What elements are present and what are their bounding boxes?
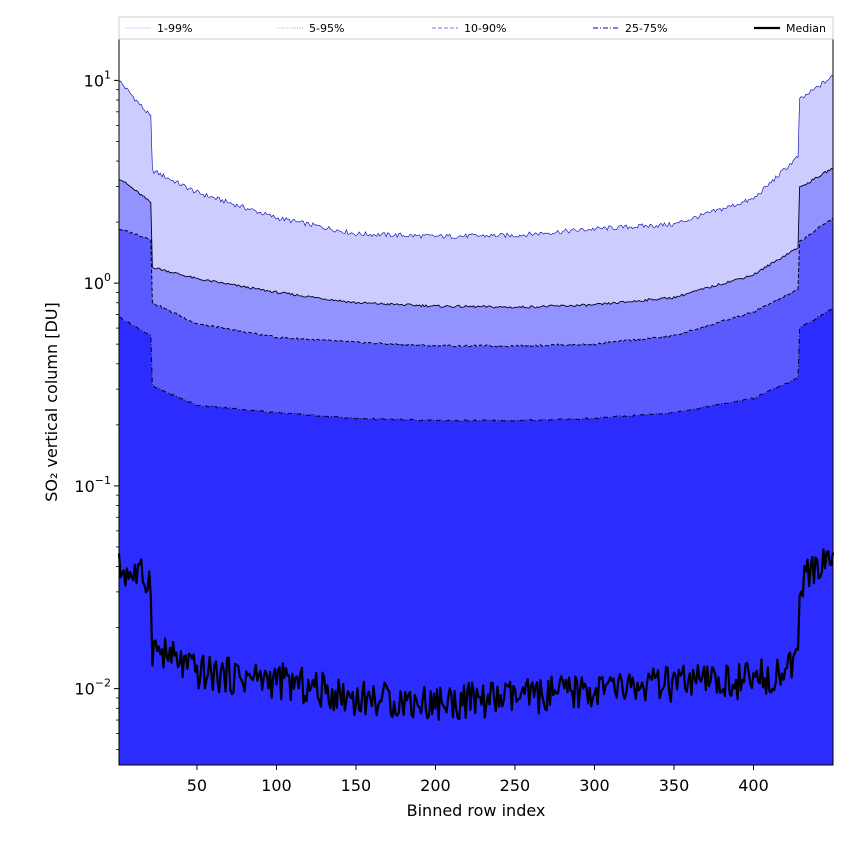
x-tick-label: 200 — [420, 776, 451, 795]
axes-layer: 50 100 150 200 250 300 350 400 10−2 10−1 100 101 — [74, 38, 834, 795]
legend: 1-99% 5-95% 10-90% 25-75% Median — [118, 16, 834, 40]
band-25-75pct — [119, 309, 833, 765]
bands-layer — [118, 75, 834, 765]
percentile-line-p95 — [118, 168, 834, 309]
percentile-line-p90 — [118, 217, 834, 348]
median-line — [117, 548, 835, 721]
x-tick-label: 250 — [500, 776, 531, 795]
x-tick-label: 350 — [659, 776, 690, 795]
legend-label: 5-95% — [309, 22, 344, 35]
legend-label: 1-99% — [157, 22, 192, 35]
legend-label: 10-90% — [464, 22, 506, 35]
band-5-95pct — [119, 168, 833, 347]
y-tick-label: 101 — [84, 68, 111, 90]
y-tick-label: 100 — [84, 271, 111, 293]
band-1-99pct — [119, 75, 833, 309]
legend-label: Median — [786, 22, 826, 35]
median-layer — [117, 548, 835, 721]
x-tick-label: 400 — [738, 776, 769, 795]
percentile-line-p75 — [118, 308, 834, 422]
legend-box — [118, 16, 834, 40]
y-axis-label: SO₂ vertical column [DU] — [42, 302, 61, 502]
percentile-line-p99 — [118, 75, 834, 239]
y-tick-label: 10−2 — [74, 677, 111, 699]
legend-label: 25-75% — [625, 22, 667, 35]
x-tick-label: 50 — [187, 776, 207, 795]
x-tick-label: 150 — [341, 776, 372, 795]
x-tick-label: 300 — [579, 776, 610, 795]
band-10-90pct — [119, 217, 833, 422]
y-tick-label: 10−1 — [74, 474, 111, 496]
x-axis-label: Binned row index — [407, 801, 546, 820]
x-tick-label: 100 — [261, 776, 292, 795]
